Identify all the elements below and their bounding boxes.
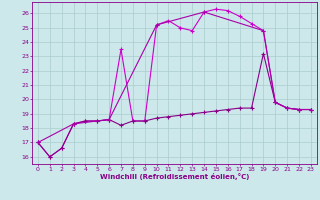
X-axis label: Windchill (Refroidissement éolien,°C): Windchill (Refroidissement éolien,°C) [100,173,249,180]
